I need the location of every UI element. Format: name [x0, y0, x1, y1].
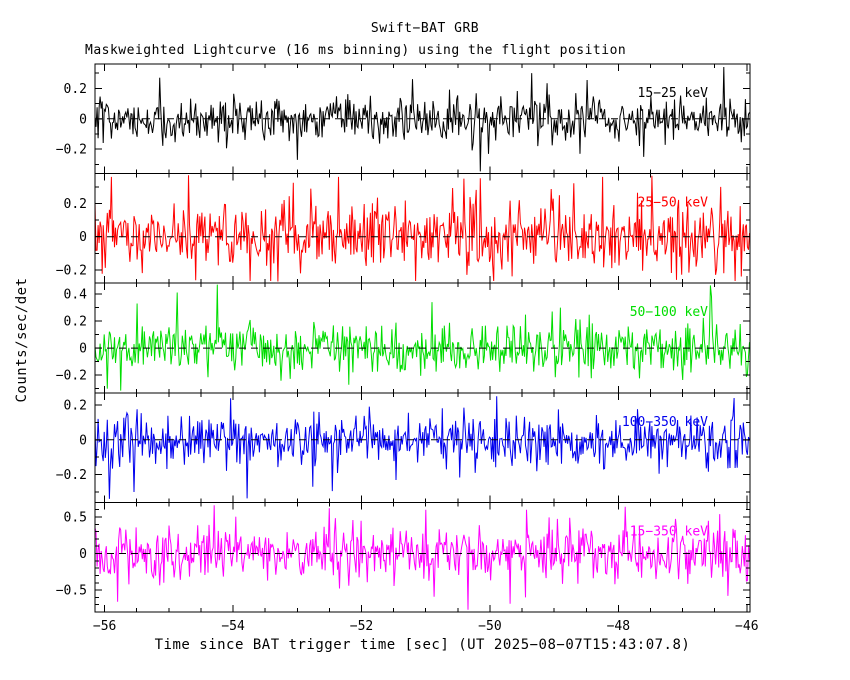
x-tick-label: −46: [735, 619, 758, 634]
x-tick-label: −54: [221, 619, 245, 634]
panel-1: −0.2 0 0.2 25−50 keV: [56, 173, 751, 284]
energy-band-label: 25−50 keV: [638, 196, 709, 211]
energy-band-label: 100−350 keV: [622, 415, 708, 430]
series-line-4: [94, 505, 750, 610]
y-tick-label: 0: [79, 230, 87, 245]
series-line-3: [94, 396, 750, 499]
panel-frame: [94, 392, 751, 503]
panel-2: −0.2 0 0.2 0.4 50−100 keV: [56, 282, 751, 394]
y-tick-label: 0.2: [64, 197, 87, 212]
y-tick-label: −0.5: [56, 584, 87, 599]
y-tick-label: 0.2: [64, 315, 87, 330]
x-tick-label: −48: [607, 619, 630, 634]
y-tick-label: 0: [79, 112, 87, 127]
panel-frame: [94, 501, 751, 613]
y-tick-label: 0.4: [64, 288, 88, 303]
y-tick-label: 0.2: [64, 399, 87, 414]
energy-band-label: 50−100 keV: [630, 305, 708, 320]
y-tick-label: 0.2: [64, 82, 87, 97]
chart-title: Swift−BAT GRB: [370, 21, 480, 36]
y-tick-label: −0.2: [56, 369, 87, 384]
x-tick-label: −56: [93, 619, 116, 634]
y-tick-label: 0: [79, 342, 87, 357]
series-line-0: [94, 66, 750, 172]
x-tick-label: −50: [478, 619, 501, 634]
panel-3: −0.2 0 0.2 100−350 keV: [56, 392, 751, 503]
y-tick-label: 0: [79, 433, 87, 448]
y-tick-label: −0.2: [56, 263, 87, 278]
energy-band-label: 15−350 keV: [630, 524, 708, 539]
x-tick-label: −52: [350, 619, 373, 634]
x-axis-label: Time since BAT trigger time [sec] (UT 20…: [154, 637, 691, 653]
panel-0: −0.2 0 0.2 15−25 keV: [56, 63, 751, 175]
x-axis-tick-labels: −56 −54 −52 −50 −48 −46: [93, 619, 759, 634]
series-line-1: [94, 175, 750, 282]
y-tick-label: 0.5: [64, 511, 87, 526]
panel-4: −0.5 0 0.5 15−350 keV: [56, 501, 751, 613]
y-tick-label: −0.2: [56, 468, 87, 483]
energy-band-label: 15−25 keV: [638, 86, 709, 101]
series-line-2: [94, 284, 750, 391]
chart-subtitle: Maskweighted Lightcurve (16 ms binning) …: [85, 43, 627, 58]
y-tick-label: 0: [79, 547, 87, 562]
y-tick-label: −0.2: [56, 143, 87, 158]
